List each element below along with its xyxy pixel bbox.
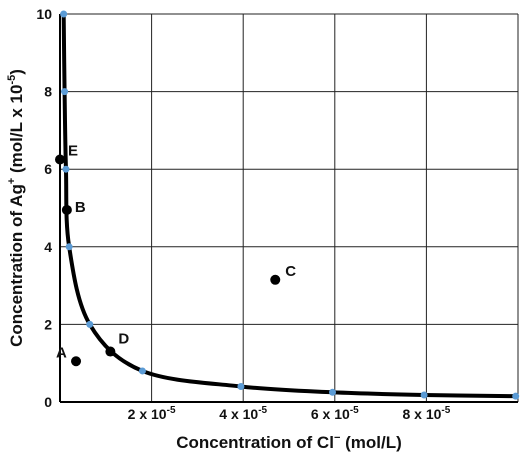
y-tick-label: 0: [44, 394, 52, 410]
x-tick-label: 4 x 10-5: [219, 405, 267, 422]
x-axis-title: Concentration of Cl− (mol/L): [176, 432, 402, 452]
y-tick-labels: 0 2 4 6 8 10: [36, 6, 52, 410]
point-c: [270, 274, 281, 285]
x-tick-label: 6 x 10-5: [311, 405, 359, 422]
point-e: [55, 154, 65, 165]
y-tick-label: 8: [44, 84, 52, 100]
curve-marker: [65, 243, 73, 251]
point-label-d: D: [118, 331, 129, 348]
x-tick-labels: 2 x 10-5 4 x 10-5 6 x 10-5 8 x 10-5: [128, 405, 451, 422]
curve-markers: [60, 10, 520, 400]
x-tick-label: 2 x 10-5: [128, 405, 176, 422]
point-a: [71, 356, 82, 367]
curve-marker: [138, 367, 146, 375]
curve-marker: [237, 382, 245, 390]
x-tick-label: 8 x 10-5: [402, 405, 450, 422]
curve-marker: [61, 88, 69, 96]
point-b: [61, 204, 72, 215]
axes: [59, 14, 518, 403]
curve-marker: [62, 165, 70, 173]
curve-marker: [420, 391, 428, 399]
solubility-curve: [61, 13, 516, 399]
y-tick-label: 6: [44, 161, 52, 177]
y-tick-label: 10: [36, 6, 52, 22]
point-d: [105, 346, 116, 357]
curve-marker: [329, 388, 337, 396]
data-points: A B C D E: [55, 143, 296, 367]
point-label-a: A: [56, 344, 67, 361]
curve-marker: [60, 10, 68, 18]
y-tick-label: 4: [44, 239, 52, 255]
y-tick-label: 2: [44, 316, 52, 332]
curve-marker: [86, 320, 94, 328]
curve: [61, 13, 516, 399]
point-label-e: E: [68, 143, 78, 160]
point-label-c: C: [285, 263, 296, 280]
point-label-b: B: [75, 199, 86, 216]
curve-marker: [512, 392, 520, 400]
y-axis-title: Concentration of Ag+ (mol/L x 10-5): [6, 69, 26, 347]
